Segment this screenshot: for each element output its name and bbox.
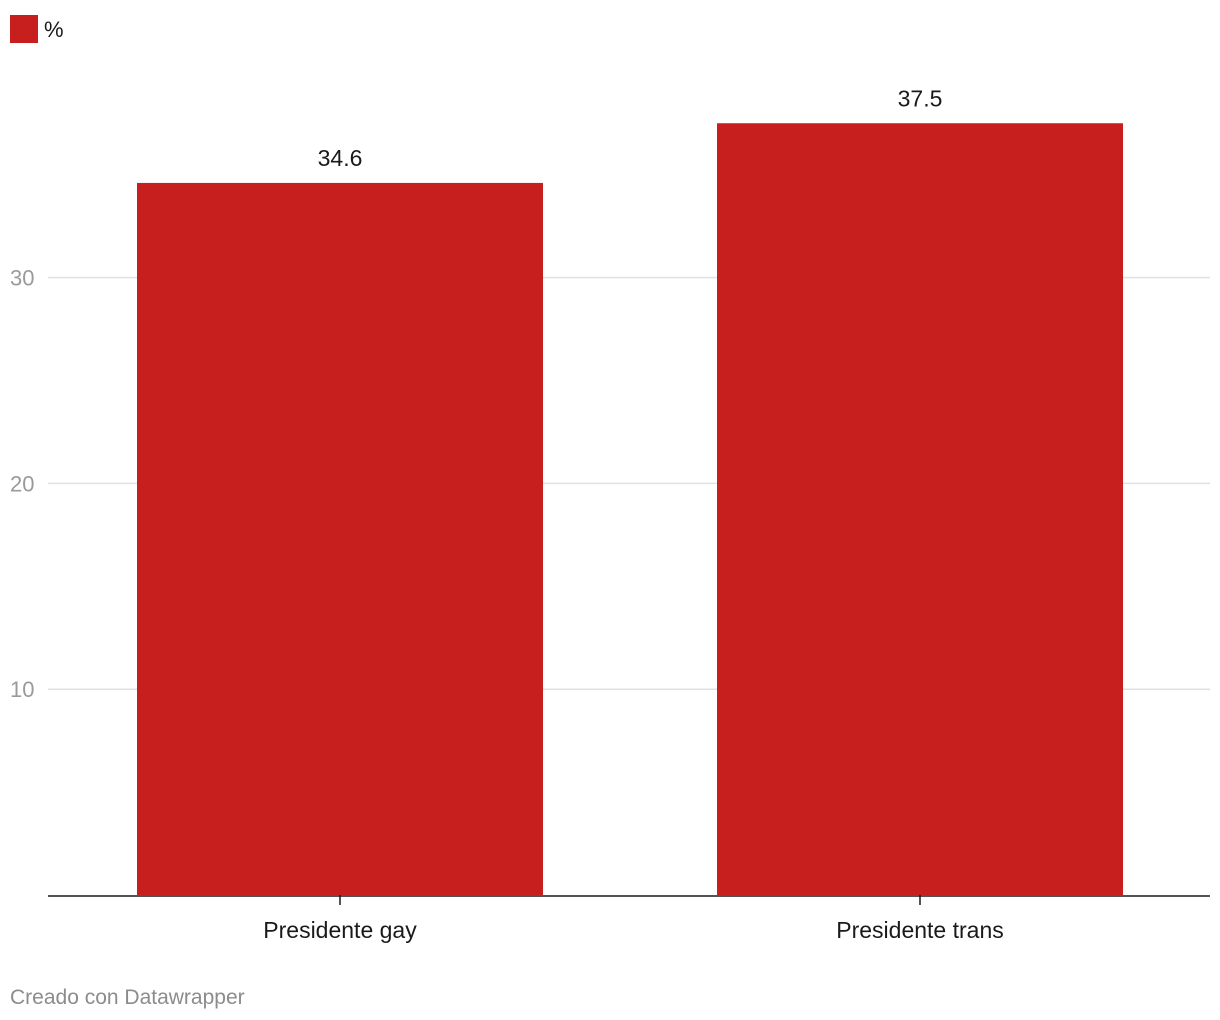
category-label-2: Presidente trans [836, 917, 1003, 943]
bars [137, 123, 1123, 895]
x-axis-category-labels: Presidente gay Presidente trans [263, 917, 1003, 943]
footer-credit: Creado con Datawrapper [10, 986, 245, 1009]
legend-label: % [44, 17, 64, 42]
y-axis-tick-labels: 10 20 30 [10, 266, 34, 703]
value-labels: 34.6 37.5 [318, 85, 943, 171]
legend: % [10, 15, 64, 43]
value-label-2: 37.5 [898, 85, 943, 111]
bar-2 [717, 123, 1123, 895]
legend-swatch [10, 15, 38, 43]
value-label-1: 34.6 [318, 145, 363, 171]
y-tick-label-30: 30 [10, 266, 34, 291]
category-label-1: Presidente gay [263, 917, 417, 943]
y-tick-label-20: 20 [10, 471, 34, 496]
y-tick-label-10: 10 [10, 677, 34, 702]
bar-1 [137, 182, 543, 895]
x-axis-ticks [339, 895, 921, 905]
